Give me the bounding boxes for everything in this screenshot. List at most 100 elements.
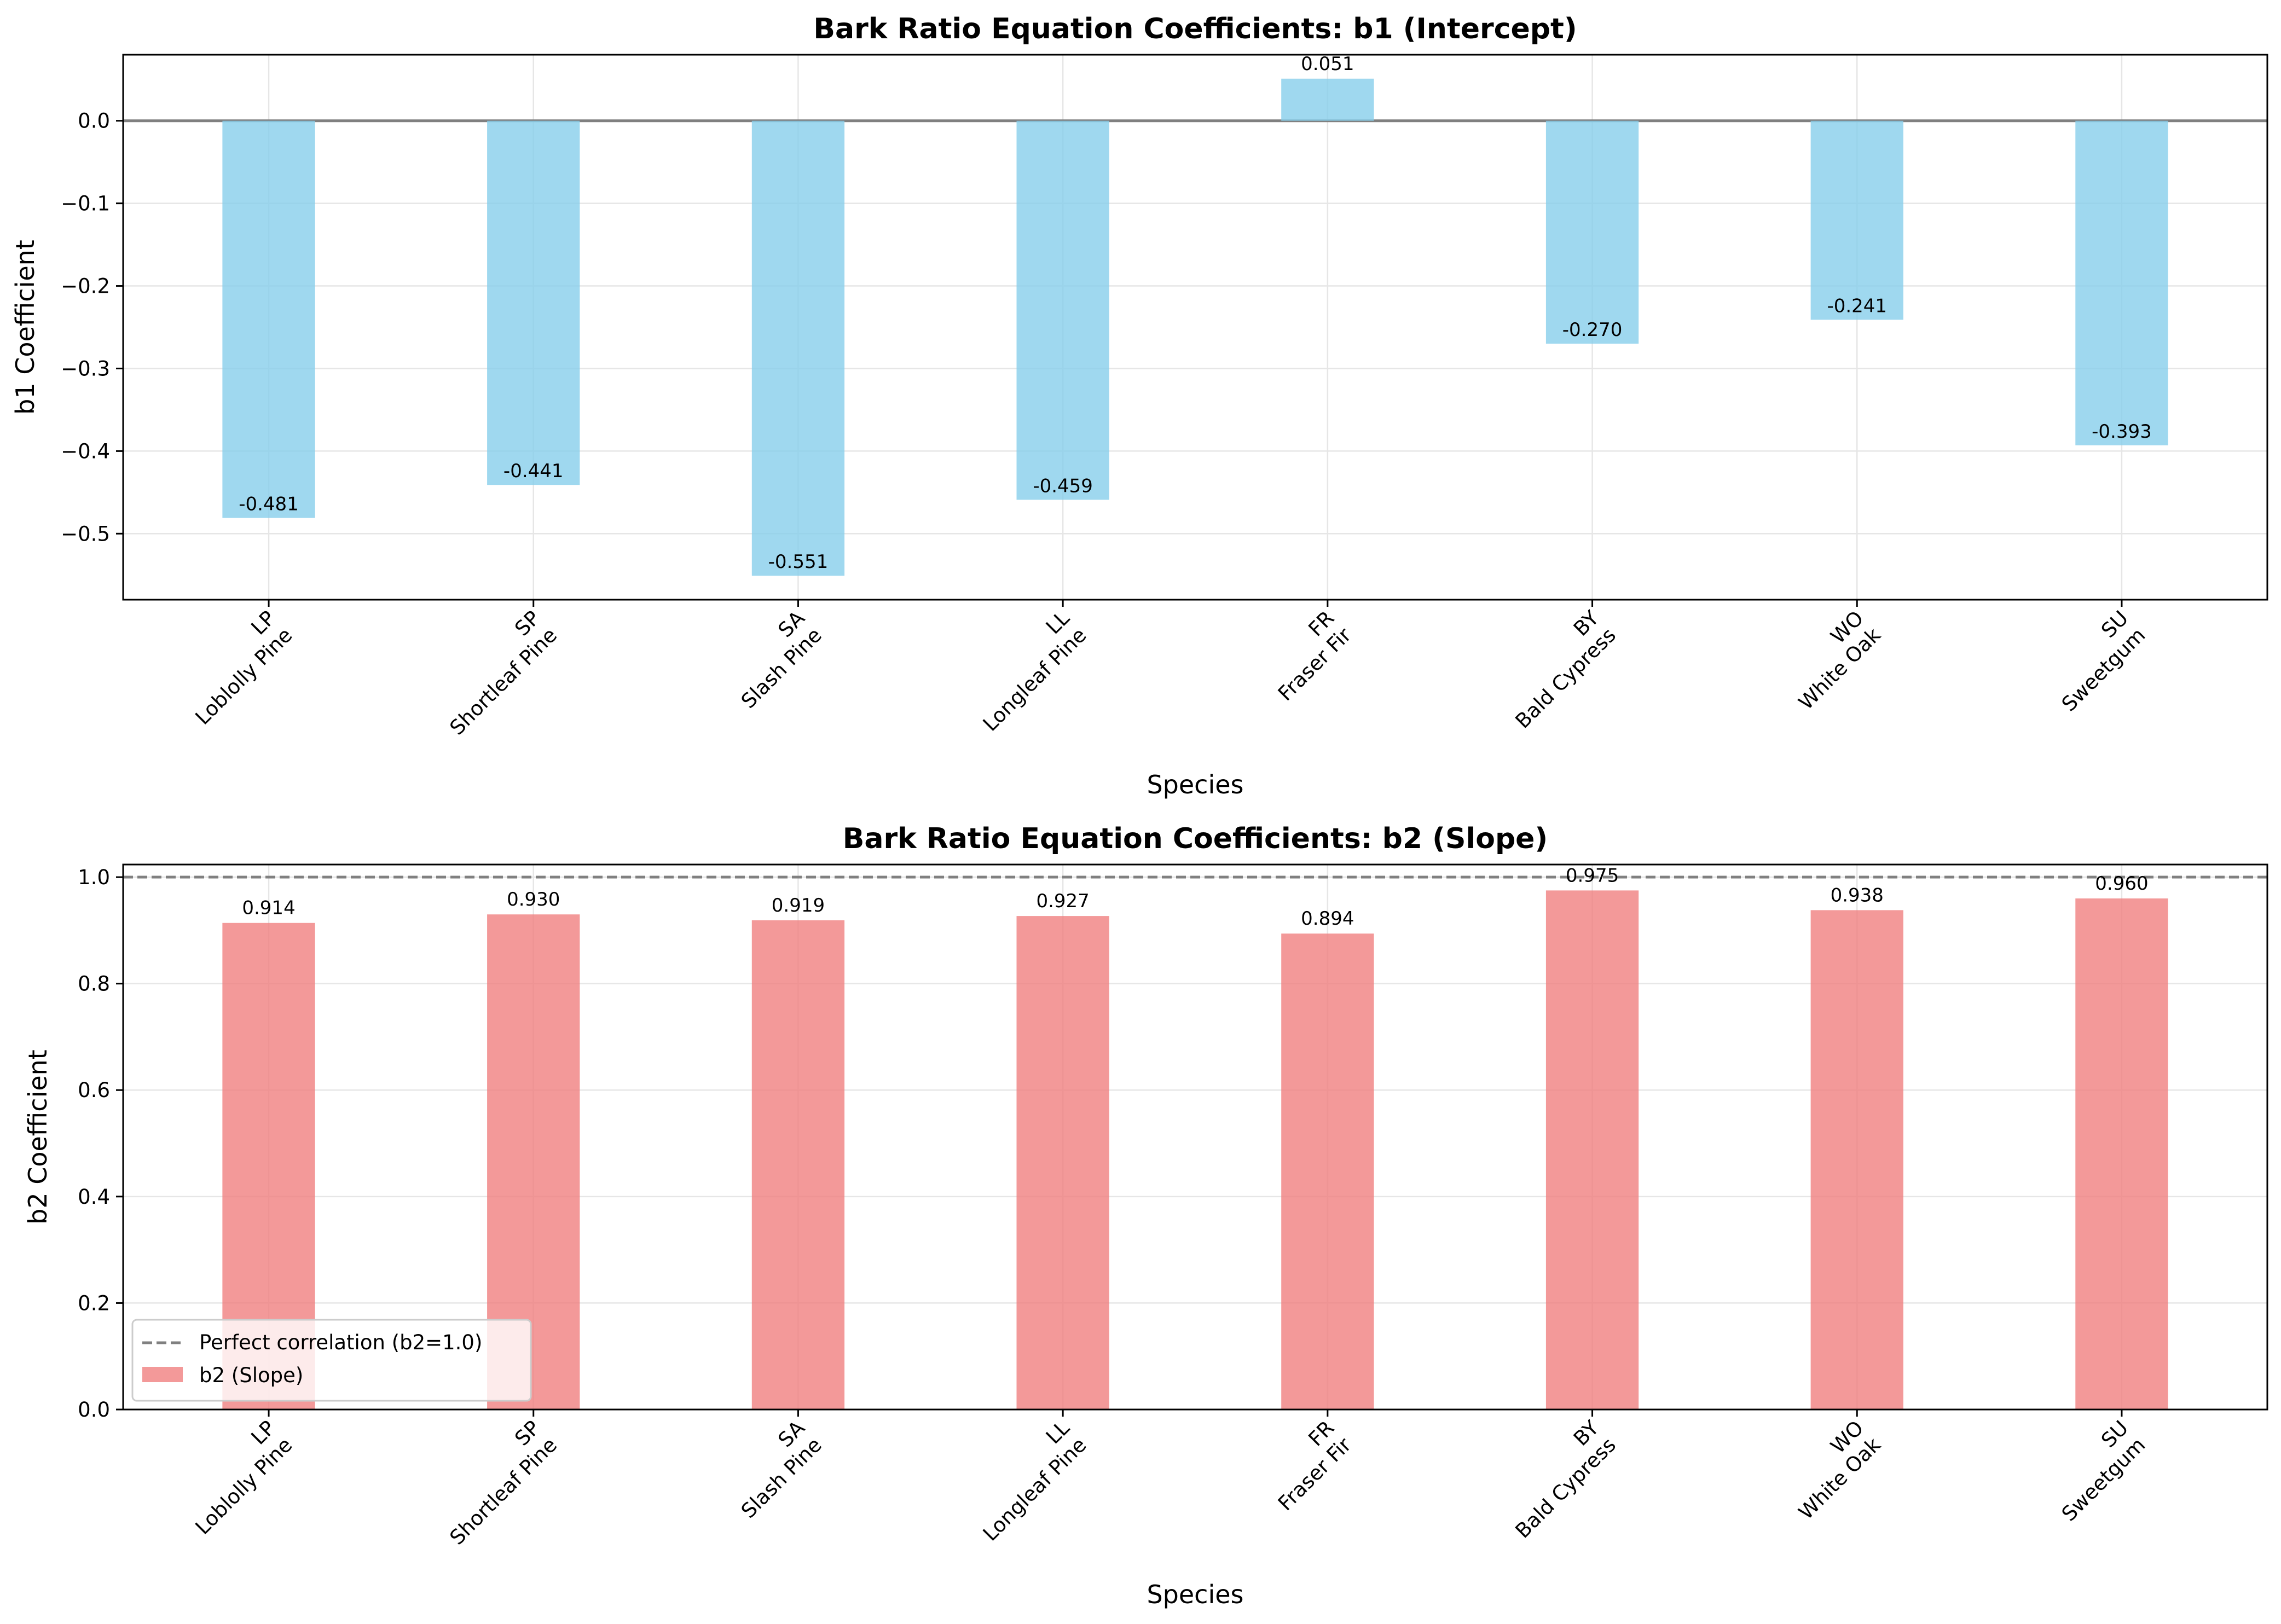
x-tick-label-text: BYBald Cypress	[1493, 606, 1620, 733]
y-tick-label: 0.8	[78, 972, 110, 996]
x-tick-label-text: SASlash Pine	[720, 606, 826, 713]
plot-frame	[122, 54, 2268, 601]
data-label: 0.960	[2095, 873, 2148, 895]
x-tick-label-text: LLLongleaf Pine	[962, 1416, 1091, 1546]
x-tick-label-text: SUSweetgum	[2040, 606, 2150, 716]
x-axis-label: Species	[1147, 1580, 1243, 1609]
y-tick-label: 1.0	[78, 866, 110, 889]
x-tick-label: BYBald Cypress	[1493, 606, 1620, 733]
data-label: 0.930	[507, 889, 560, 910]
y-axis-label: b2 Coefficient	[23, 1049, 53, 1225]
data-label: -0.393	[2092, 421, 2152, 443]
x-tick-label-text: FRFraser Fir	[1257, 1416, 1356, 1515]
x-tick-label: FRFraser Fir	[1257, 1416, 1356, 1515]
y-tick-label: 0.2	[78, 1291, 110, 1315]
bar	[222, 120, 315, 518]
x-tick-label: WOWhite Oak	[1777, 1416, 1885, 1524]
bar	[1810, 910, 1903, 1410]
legend-box	[131, 1319, 532, 1402]
data-label: -0.459	[1033, 475, 1093, 497]
x-tick-label-line: Slash Pine	[737, 1433, 826, 1523]
bar	[1016, 120, 1109, 500]
x-tick-label: LLLongleaf Pine	[962, 1416, 1091, 1546]
x-tick-label-text: LLLongleaf Pine	[962, 606, 1091, 736]
bar	[1545, 890, 1639, 1410]
data-label: 0.975	[1566, 865, 1619, 886]
chart-panel-2: 0.914 0.930 0.919 0.927 0.894 0.975 0.938 0.960…	[23, 822, 2268, 1609]
x-tick-label: SPShortleaf Pine	[428, 606, 562, 740]
x-tick-label: SUSweetgum	[2040, 606, 2150, 716]
bar	[2075, 898, 2168, 1410]
bar	[751, 920, 845, 1410]
legend-label: b2 (Slope)	[199, 1364, 303, 1387]
bar	[751, 120, 845, 576]
y-tick-label: 0.0	[78, 109, 110, 133]
x-tick-label-text: LPLoblolly Pine	[173, 606, 297, 729]
x-tick-label-line: Shortleaf Pine	[445, 623, 562, 740]
y-tick-label: 0.0	[78, 1398, 110, 1422]
chart-title: Bark Ratio Equation Coefficients: b2 (Sl…	[843, 822, 1548, 855]
x-tick-label-line: Slash Pine	[737, 623, 826, 713]
y-tick-label: −0.3	[61, 357, 110, 380]
bar	[487, 120, 580, 485]
x-tick-label-text: BYBald Cypress	[1493, 1416, 1620, 1543]
x-tick-label-text: FRFraser Fir	[1257, 606, 1356, 705]
data-label: -0.551	[768, 551, 829, 573]
x-tick-label-line: Loblolly Pine	[191, 623, 297, 729]
y-tick-label: −0.4	[61, 439, 110, 463]
y-axis-label: b1 Coefficient	[10, 240, 40, 415]
x-tick-label: LPLoblolly Pine	[173, 606, 297, 729]
bar	[2075, 120, 2168, 445]
data-label: -0.241	[1827, 295, 1887, 317]
x-axis-label: Species	[1147, 770, 1243, 799]
legend-bar-swatch	[142, 1367, 183, 1382]
x-tick-label: BYBald Cypress	[1493, 1416, 1620, 1543]
x-tick-label-line: Bald Cypress	[1511, 623, 1620, 733]
data-label: 0.914	[242, 897, 295, 919]
data-label: 0.894	[1301, 908, 1354, 930]
data-label: -0.481	[239, 494, 299, 515]
x-tick-label-text: SASlash Pine	[720, 1416, 826, 1523]
x-tick-label-text: WOWhite Oak	[1777, 606, 1885, 715]
chart-panel-1: -0.481 -0.441 -0.551 -0.459 0.051 -0.270 -0.24…	[10, 13, 2268, 799]
y-tick-label: 0.4	[78, 1185, 110, 1209]
x-tick-label: FRFraser Fir	[1257, 606, 1356, 705]
bar	[1281, 933, 1374, 1410]
x-tick-label: LLLongleaf Pine	[962, 606, 1091, 736]
data-label: 0.938	[1831, 884, 1884, 906]
x-tick-label-line: Longleaf Pine	[979, 623, 1091, 736]
x-tick-label: WOWhite Oak	[1777, 606, 1885, 715]
plot-frame	[122, 863, 2268, 1411]
x-tick-label-line: Sweetgum	[2057, 1433, 2150, 1526]
bar	[1281, 78, 1374, 121]
x-tick-label: LPLoblolly Pine	[173, 1416, 297, 1539]
x-tick-label-line: Bald Cypress	[1511, 1433, 1620, 1542]
x-tick-label-line: Longleaf Pine	[979, 1433, 1091, 1546]
x-tick-label-text: SUSweetgum	[2040, 1416, 2150, 1526]
y-tick-label: 0.6	[78, 1078, 110, 1102]
x-tick-label: SPShortleaf Pine	[428, 1416, 562, 1550]
data-label: 0.927	[1036, 890, 1089, 912]
x-tick-label: SASlash Pine	[720, 1416, 826, 1523]
data-label: 0.919	[772, 895, 825, 917]
legend-label: Perfect correlation (b2=1.0)	[199, 1331, 482, 1354]
x-tick-label-line: Sweetgum	[2057, 623, 2150, 716]
x-tick-label-text: LPLoblolly Pine	[173, 1416, 297, 1539]
x-tick-label-line: Shortleaf Pine	[445, 1433, 562, 1550]
x-tick-label-line: Loblolly Pine	[191, 1433, 297, 1539]
data-label: -0.441	[503, 460, 564, 482]
x-tick-label-text: SPShortleaf Pine	[428, 1416, 561, 1550]
y-tick-label: −0.1	[61, 192, 110, 216]
x-tick-label: SUSweetgum	[2040, 1416, 2150, 1526]
x-tick-label-text: SPShortleaf Pine	[428, 606, 561, 740]
bar	[1810, 120, 1903, 320]
data-label: 0.051	[1301, 53, 1354, 75]
x-tick-label-text: WOWhite Oak	[1777, 1416, 1885, 1524]
bar	[1016, 916, 1109, 1410]
y-tick-label: −0.5	[61, 522, 110, 546]
x-tick-label: SASlash Pine	[720, 606, 826, 713]
bar	[1545, 120, 1639, 344]
chart-title: Bark Ratio Equation Coefficients: b1 (In…	[813, 13, 1577, 45]
data-label: -0.270	[1562, 319, 1623, 341]
